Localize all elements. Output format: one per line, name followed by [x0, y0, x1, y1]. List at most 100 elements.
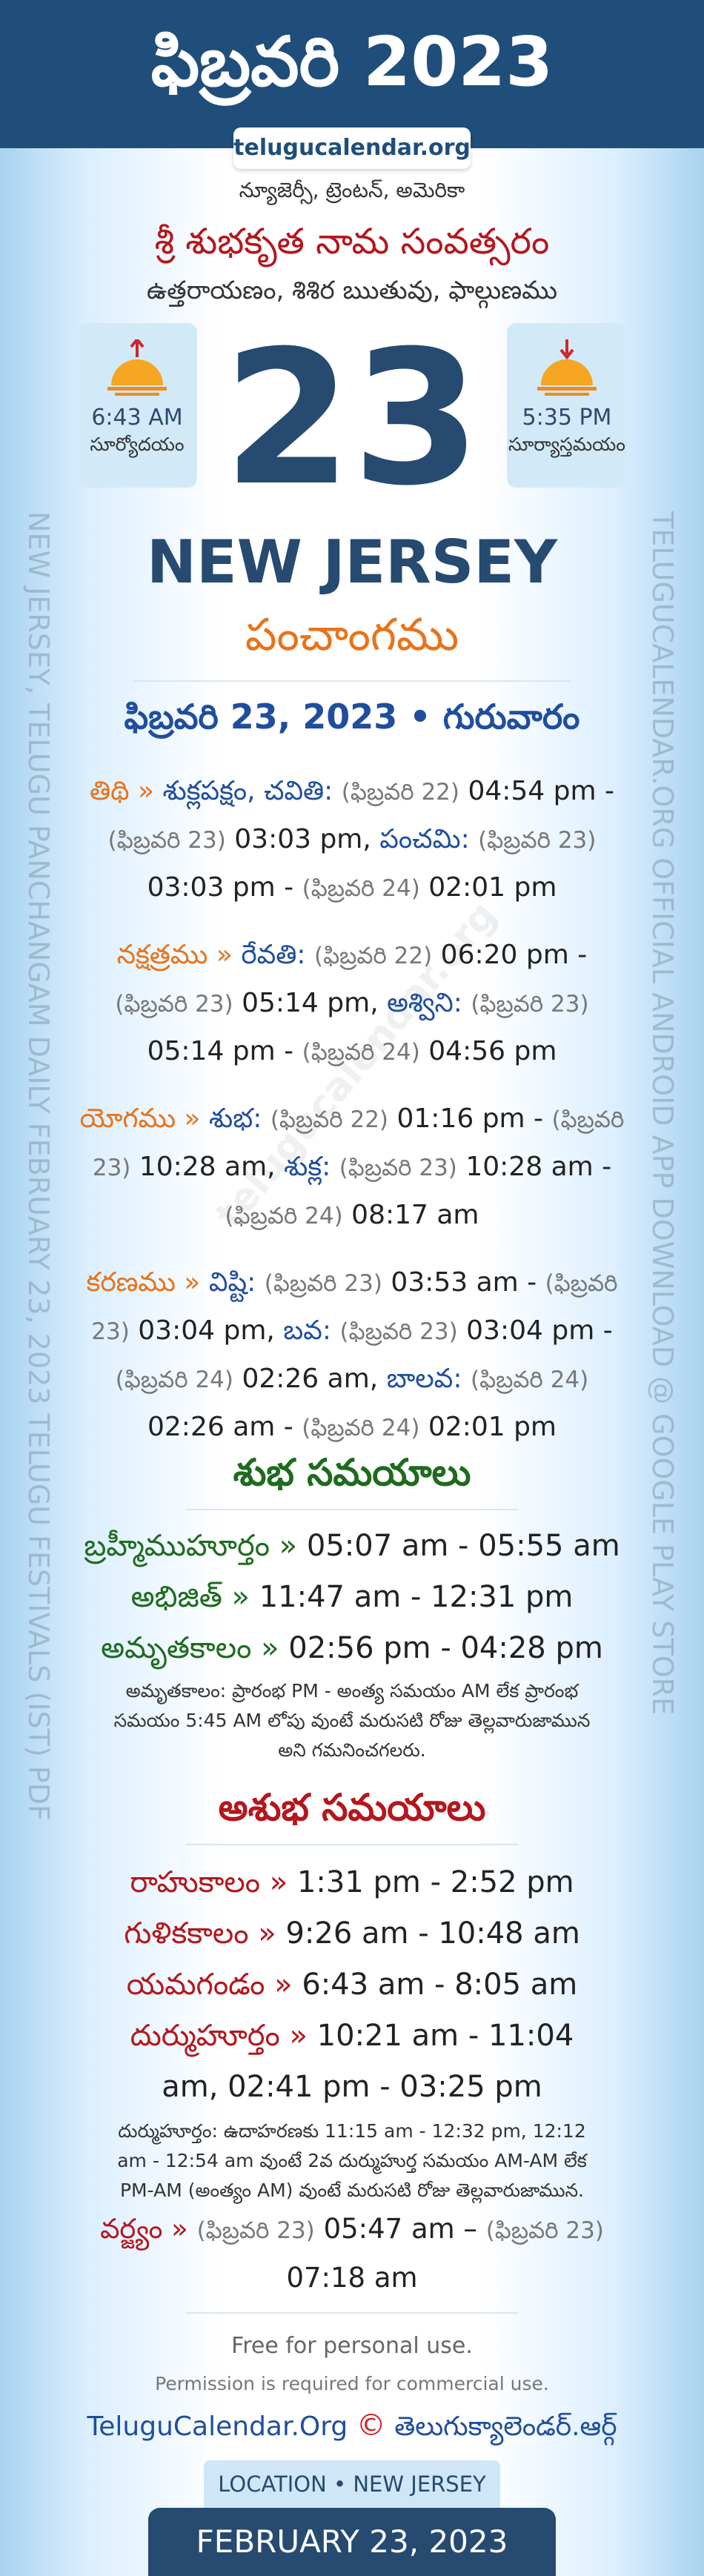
from-time: 06:20 pm -	[440, 940, 588, 970]
item-label: అమృతకాలం »	[101, 1631, 279, 1665]
varjyam-from-time: 05:47 am –	[323, 2213, 477, 2245]
item-name: శుభ:	[208, 1103, 262, 1134]
sunrise-box: 6:43 AM సూర్యోదయం	[77, 323, 197, 488]
day-number: 23	[223, 311, 481, 526]
to-date: (ఫిబ్రవరి 23)	[91, 1270, 618, 1345]
item-time: 1:31 pm - 2:52 pm	[296, 1865, 574, 1899]
to-date: (ఫిబ్రవరి 24)	[302, 1415, 420, 1441]
shubha-item: అమృతకాలం » 02:56 pm - 04:28 pm	[0, 1623, 704, 1674]
sunrise-icon	[107, 339, 167, 396]
item-name: విష్టి:	[208, 1267, 256, 1298]
side-text-right: TELUGUCALENDAR.ORG OFFICIAL ANDROID APP …	[646, 511, 679, 1716]
year-name: శ్రీ శుభకృత నామ సంవత్సరం	[154, 221, 550, 262]
sunrise-label: సూర్యోదయం	[90, 434, 185, 455]
title: ఫిబ్రవరి 2023	[150, 22, 554, 102]
to-time: 02:01 pm	[428, 1412, 557, 1442]
site-badge[interactable]: telugucalendar.org	[233, 127, 471, 169]
from-date: (ఫిబ్రవరి 23)	[478, 827, 597, 854]
to-time: 02:26 am,	[242, 1364, 379, 1394]
to-date: (ఫిబ్రవరి 24)	[302, 875, 420, 902]
item-time: 10:21 am - 11:04 am, 02:41 pm - 03:25 pm	[162, 2019, 574, 2104]
item-label: రాహుకాలం »	[130, 1865, 288, 1899]
site-te[interactable]: తెలుగుక్యాలెండర్.ఆర్గ్	[394, 2411, 617, 2442]
varjyam-to-date: (ఫిబ్రవరి 23)	[485, 2217, 604, 2244]
ashubha-title: అశుభ సమయాలు	[218, 1786, 486, 1829]
to-date: (ఫిబ్రవరి 24)	[302, 1039, 420, 1066]
date-band: FEBRUARY 23, 2023	[148, 2508, 556, 2576]
item-name: బవ:	[283, 1315, 332, 1346]
season: ఉత్తరాయణం, శిశిర ఋతువు, ఫాల్గుణము	[146, 276, 557, 305]
varjyam-label: వర్జ్యం »	[100, 2213, 188, 2245]
to-time: 05:14 pm,	[242, 988, 379, 1018]
shubha-item: అభిజిత్ » 11:47 am - 12:31 pm	[0, 1572, 704, 1623]
ashubha-item: దుర్ముహూర్తం » 10:21 am - 11:04 am, 02:4…	[115, 2011, 589, 2113]
panchangam-entry: నక్షత్రము » రేవతి: (ఫిబ్రవరి 22) 06:20 p…	[78, 932, 626, 1076]
item-label: దుర్ముహూర్తం »	[130, 2019, 308, 2053]
item-name: శుక్ల:	[284, 1152, 331, 1182]
varjyam-to-time: 07:18 am	[286, 2262, 418, 2294]
to-date: (ఫిబ్రవరి 24)	[115, 1367, 234, 1393]
shubha-item: బ్రహ్మీముహూర్తం » 05:07 am - 05:55 am	[0, 1521, 704, 1572]
to-date: (ఫిబ్రవరి 24)	[225, 1203, 343, 1229]
to-date: (ఫిబ్రవరి 23)	[107, 827, 226, 854]
to-time: 03:04 pm,	[138, 1315, 275, 1346]
entry-label: తిథి »	[89, 776, 155, 806]
varjyam: వర్జ్యం » (ఫిబ్రవరి 23) 05:47 am – (ఫిబ్…	[82, 2205, 622, 2302]
ashubha-list: రాహుకాలం » 1:31 pm - 2:52 pm గుళికకాలం »…	[0, 1857, 704, 2113]
to-time: 08:17 am	[351, 1200, 479, 1230]
from-time: 03:03 pm -	[147, 872, 294, 903]
from-date: (ఫిబ్రవరి 22)	[314, 943, 433, 969]
from-date: (ఫిబ్రవరి 22)	[341, 779, 459, 806]
item-time: 9:26 am - 10:48 am	[285, 1916, 580, 1951]
from-date: (ఫిబ్రవరి 22)	[270, 1106, 389, 1133]
entry-prefix: శుక్లపక్షం,	[162, 776, 256, 806]
ashubha-item: గుళికకాలం » 9:26 am - 10:48 am	[115, 1908, 589, 1959]
from-time: 01:16 pm -	[396, 1103, 544, 1134]
item-name: అశ్విని:	[387, 988, 462, 1018]
location: న్యూజెర్సీ, ట్రెంటన్, అమెరికా	[239, 178, 465, 202]
from-time: 10:28 am -	[465, 1152, 612, 1182]
sunset-box: 5:35 PM సూర్యాస్తమయం	[507, 323, 627, 488]
item-name: చవితి:	[264, 776, 333, 806]
site-en[interactable]: TeluguCalendar.Org	[87, 2411, 348, 2442]
date-line: ఫిబ్రవరి 23, 2023 • గురువారం	[124, 697, 580, 737]
varjyam-from-date: (ఫిబ్రవరి 23)	[196, 2217, 315, 2244]
from-time: 05:14 pm -	[147, 1036, 294, 1066]
shubha-list: బ్రహ్మీముహూర్తం » 05:07 am - 05:55 am అభ…	[0, 1521, 704, 1674]
item-name: పంచమి:	[379, 824, 470, 854]
divider	[185, 1509, 519, 1510]
item-label: గుళికకాలం »	[124, 1916, 276, 1951]
panchangam-entry: కరణము » విష్టి: (ఫిబ్రవరి 23) 03:53 am -…	[78, 1259, 626, 1452]
sunset-icon	[537, 339, 597, 396]
divider	[133, 680, 571, 682]
from-date: (ఫిబ్రవరి 23)	[264, 1270, 382, 1297]
footer-sites: TeluguCalendar.Org © తెలుగుక్యాలెండర్.ఆర…	[0, 2409, 704, 2449]
copyright: ©	[356, 2409, 386, 2443]
item-time: 11:47 am - 12:31 pm	[259, 1580, 574, 1614]
panchangam-entry: తిథి » శుక్లపక్షం, చవితి: (ఫిబ్రవరి 22) …	[78, 768, 626, 912]
from-date: (ఫిబ్రవరి 23)	[339, 1318, 458, 1345]
ashubha-item: రాహుకాలం » 1:31 pm - 2:52 pm	[115, 1857, 589, 1908]
side-text-left: NEW JERSEY, TELUGU PANCHANGAM DAILY FEBR…	[22, 511, 55, 1821]
item-name: రేవతి:	[241, 940, 306, 970]
from-time: 02:26 am -	[147, 1412, 293, 1442]
sunrise-time: 6:43 AM	[91, 405, 183, 431]
panchangam-entry: యోగము » శుభ: (ఫిబ్రవరి 22) 01:16 pm - (ఫ…	[78, 1095, 626, 1240]
to-date: (ఫిబ్రవరి 23)	[92, 1106, 625, 1181]
item-time: 02:56 pm - 04:28 pm	[288, 1631, 603, 1665]
to-date: (ఫిబ్రవరి 23)	[115, 991, 233, 1018]
item-time: 6:43 am - 8:05 am	[302, 1968, 578, 2002]
panchangam-title: పంచాంగము	[245, 609, 459, 661]
item-name: బాలవ:	[386, 1364, 462, 1394]
shubha-title: శుభ సమయాలు	[233, 1451, 471, 1494]
item-label: అభిజిత్ »	[130, 1580, 250, 1614]
city: NEW JERSEY	[147, 528, 557, 597]
from-time: 04:54 pm -	[468, 776, 614, 806]
sunset-time: 5:35 PM	[522, 405, 612, 431]
from-date: (ఫిబ్రవరి 23)	[339, 1155, 457, 1181]
header-band	[0, 0, 704, 148]
item-time: 05:07 am - 05:55 am	[306, 1529, 620, 1563]
entry-label: యోగము »	[79, 1103, 201, 1134]
divider	[185, 2312, 519, 2314]
